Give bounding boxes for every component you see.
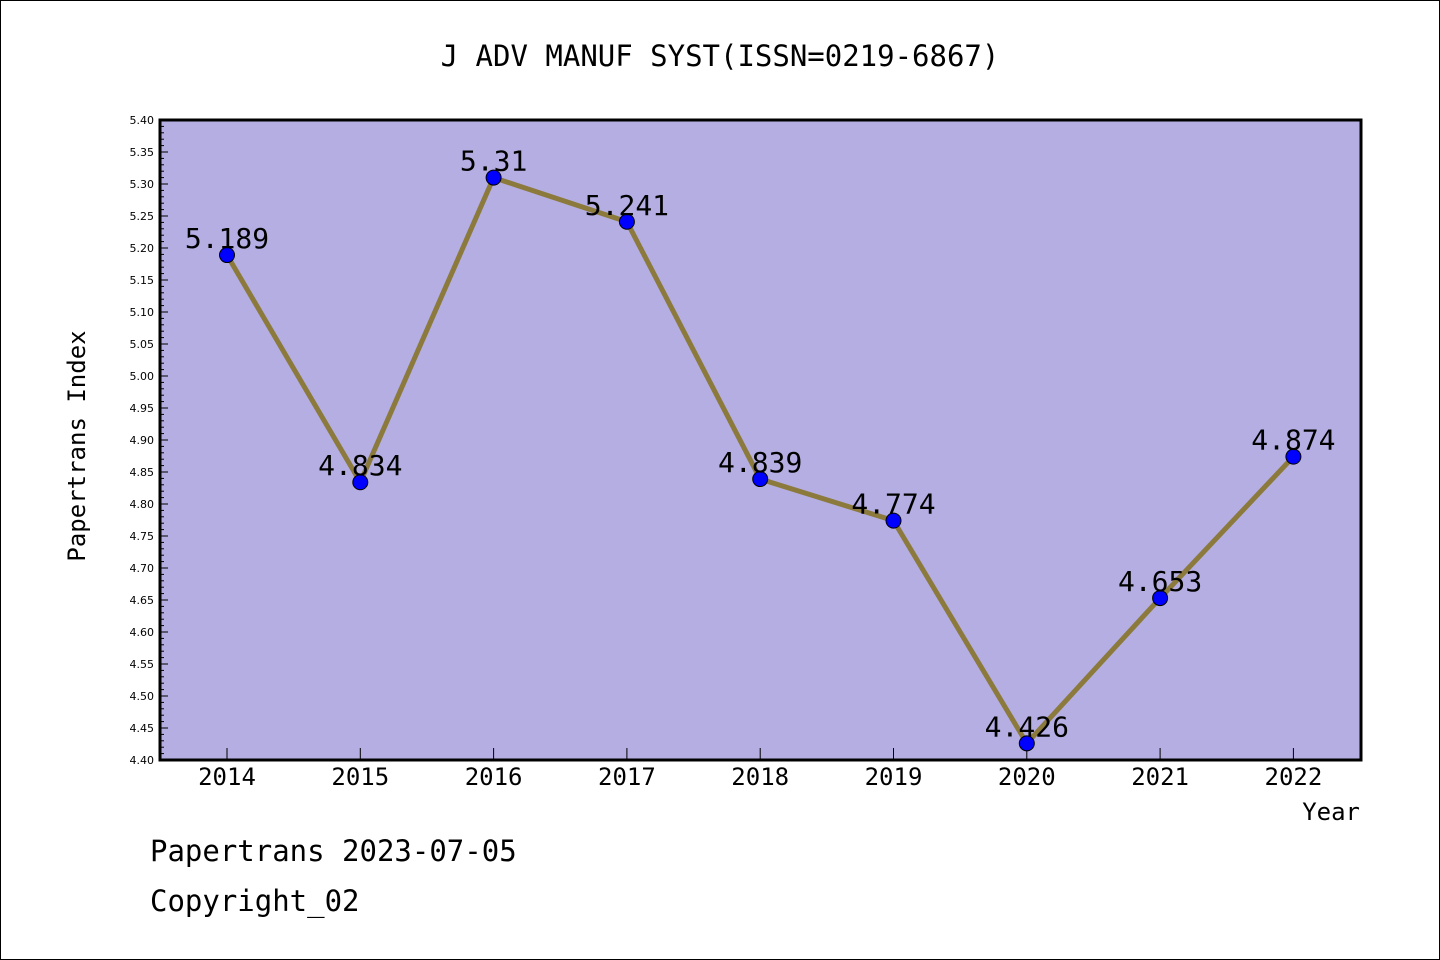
data-point (219, 247, 235, 264)
data-point (485, 169, 502, 186)
data-label: 4.774 (851, 488, 935, 521)
series: 5.189 4.834 5.31 5.241 4.839 4.774 4.426 4.653 4… (185, 145, 1336, 752)
data-label: 4.834 (318, 449, 402, 482)
data-point (1018, 735, 1035, 752)
footer-date: Papertrans 2023-07-05 (150, 834, 517, 868)
y-tick-label: 4.80 (130, 498, 155, 511)
y-tick-label: 5.00 (130, 370, 155, 383)
data-label: 5.31 (460, 145, 527, 178)
x-tick-label: 2018 (731, 763, 789, 791)
y-tick-label: 4.45 (130, 722, 155, 735)
x-tick-label: 2021 (1131, 763, 1189, 791)
x-axis-label: Year (1302, 798, 1360, 826)
y-axis: 4.40 4.45 4.50 4.55 4.60 4.65 4.70 4.75 4.80 4.85… (130, 114, 168, 767)
y-tick-label: 4.65 (130, 594, 155, 607)
chart-title: J ADV MANUF SYST(ISSN=0219-6867) (441, 39, 1000, 73)
data-label: 4.426 (985, 710, 1069, 743)
data-label: 5.189 (185, 222, 269, 255)
y-tick-label: 5.05 (130, 338, 155, 351)
y-tick-label: 5.40 (130, 114, 155, 127)
x-tick-label: 2019 (865, 763, 923, 791)
y-tick-label: 4.60 (130, 626, 155, 639)
y-tick-label: 5.30 (130, 178, 155, 191)
data-label: 5.241 (585, 189, 669, 222)
data-point (618, 213, 635, 230)
x-tick-label: 2014 (198, 763, 256, 791)
y-tick-label: 5.10 (130, 306, 155, 319)
y-tick-label: 4.55 (130, 658, 155, 671)
data-label: 4.653 (1118, 565, 1202, 598)
y-tick-label: 4.95 (130, 402, 155, 415)
y-tick-label: 5.20 (130, 242, 155, 255)
data-point (352, 474, 369, 491)
y-tick-label: 4.50 (130, 690, 155, 703)
x-tick-label: 2015 (331, 763, 389, 791)
footer-copyright: Copyright_02 (150, 884, 360, 918)
y-tick-label: 4.85 (130, 466, 155, 479)
x-tick-label: 2017 (598, 763, 656, 791)
x-tick-label: 2022 (1265, 763, 1323, 791)
x-tick-label: 2020 (998, 763, 1056, 791)
data-point (752, 471, 769, 488)
data-point (1285, 448, 1302, 465)
y-tick-label: 5.25 (130, 210, 155, 223)
x-tick-label: 2016 (465, 763, 523, 791)
y-tick-label: 4.90 (130, 434, 155, 447)
y-tick-label: 4.40 (130, 754, 155, 767)
plot-area (158, 118, 1363, 762)
y-tick-label: 4.75 (130, 530, 155, 543)
y-tick-label: 5.35 (130, 146, 155, 159)
y-tick-label: 5.15 (130, 274, 155, 287)
data-label: 4.839 (718, 446, 802, 479)
y-tick-label: 4.70 (130, 562, 155, 575)
data-point (885, 512, 902, 529)
data-label: 4.874 (1251, 424, 1335, 457)
y-axis-label: Papertrans Index (63, 330, 91, 561)
x-axis: 2014 2015 2016 2017 2018 2019 2020 2021 2022 (198, 748, 1322, 791)
data-point (1152, 590, 1169, 607)
